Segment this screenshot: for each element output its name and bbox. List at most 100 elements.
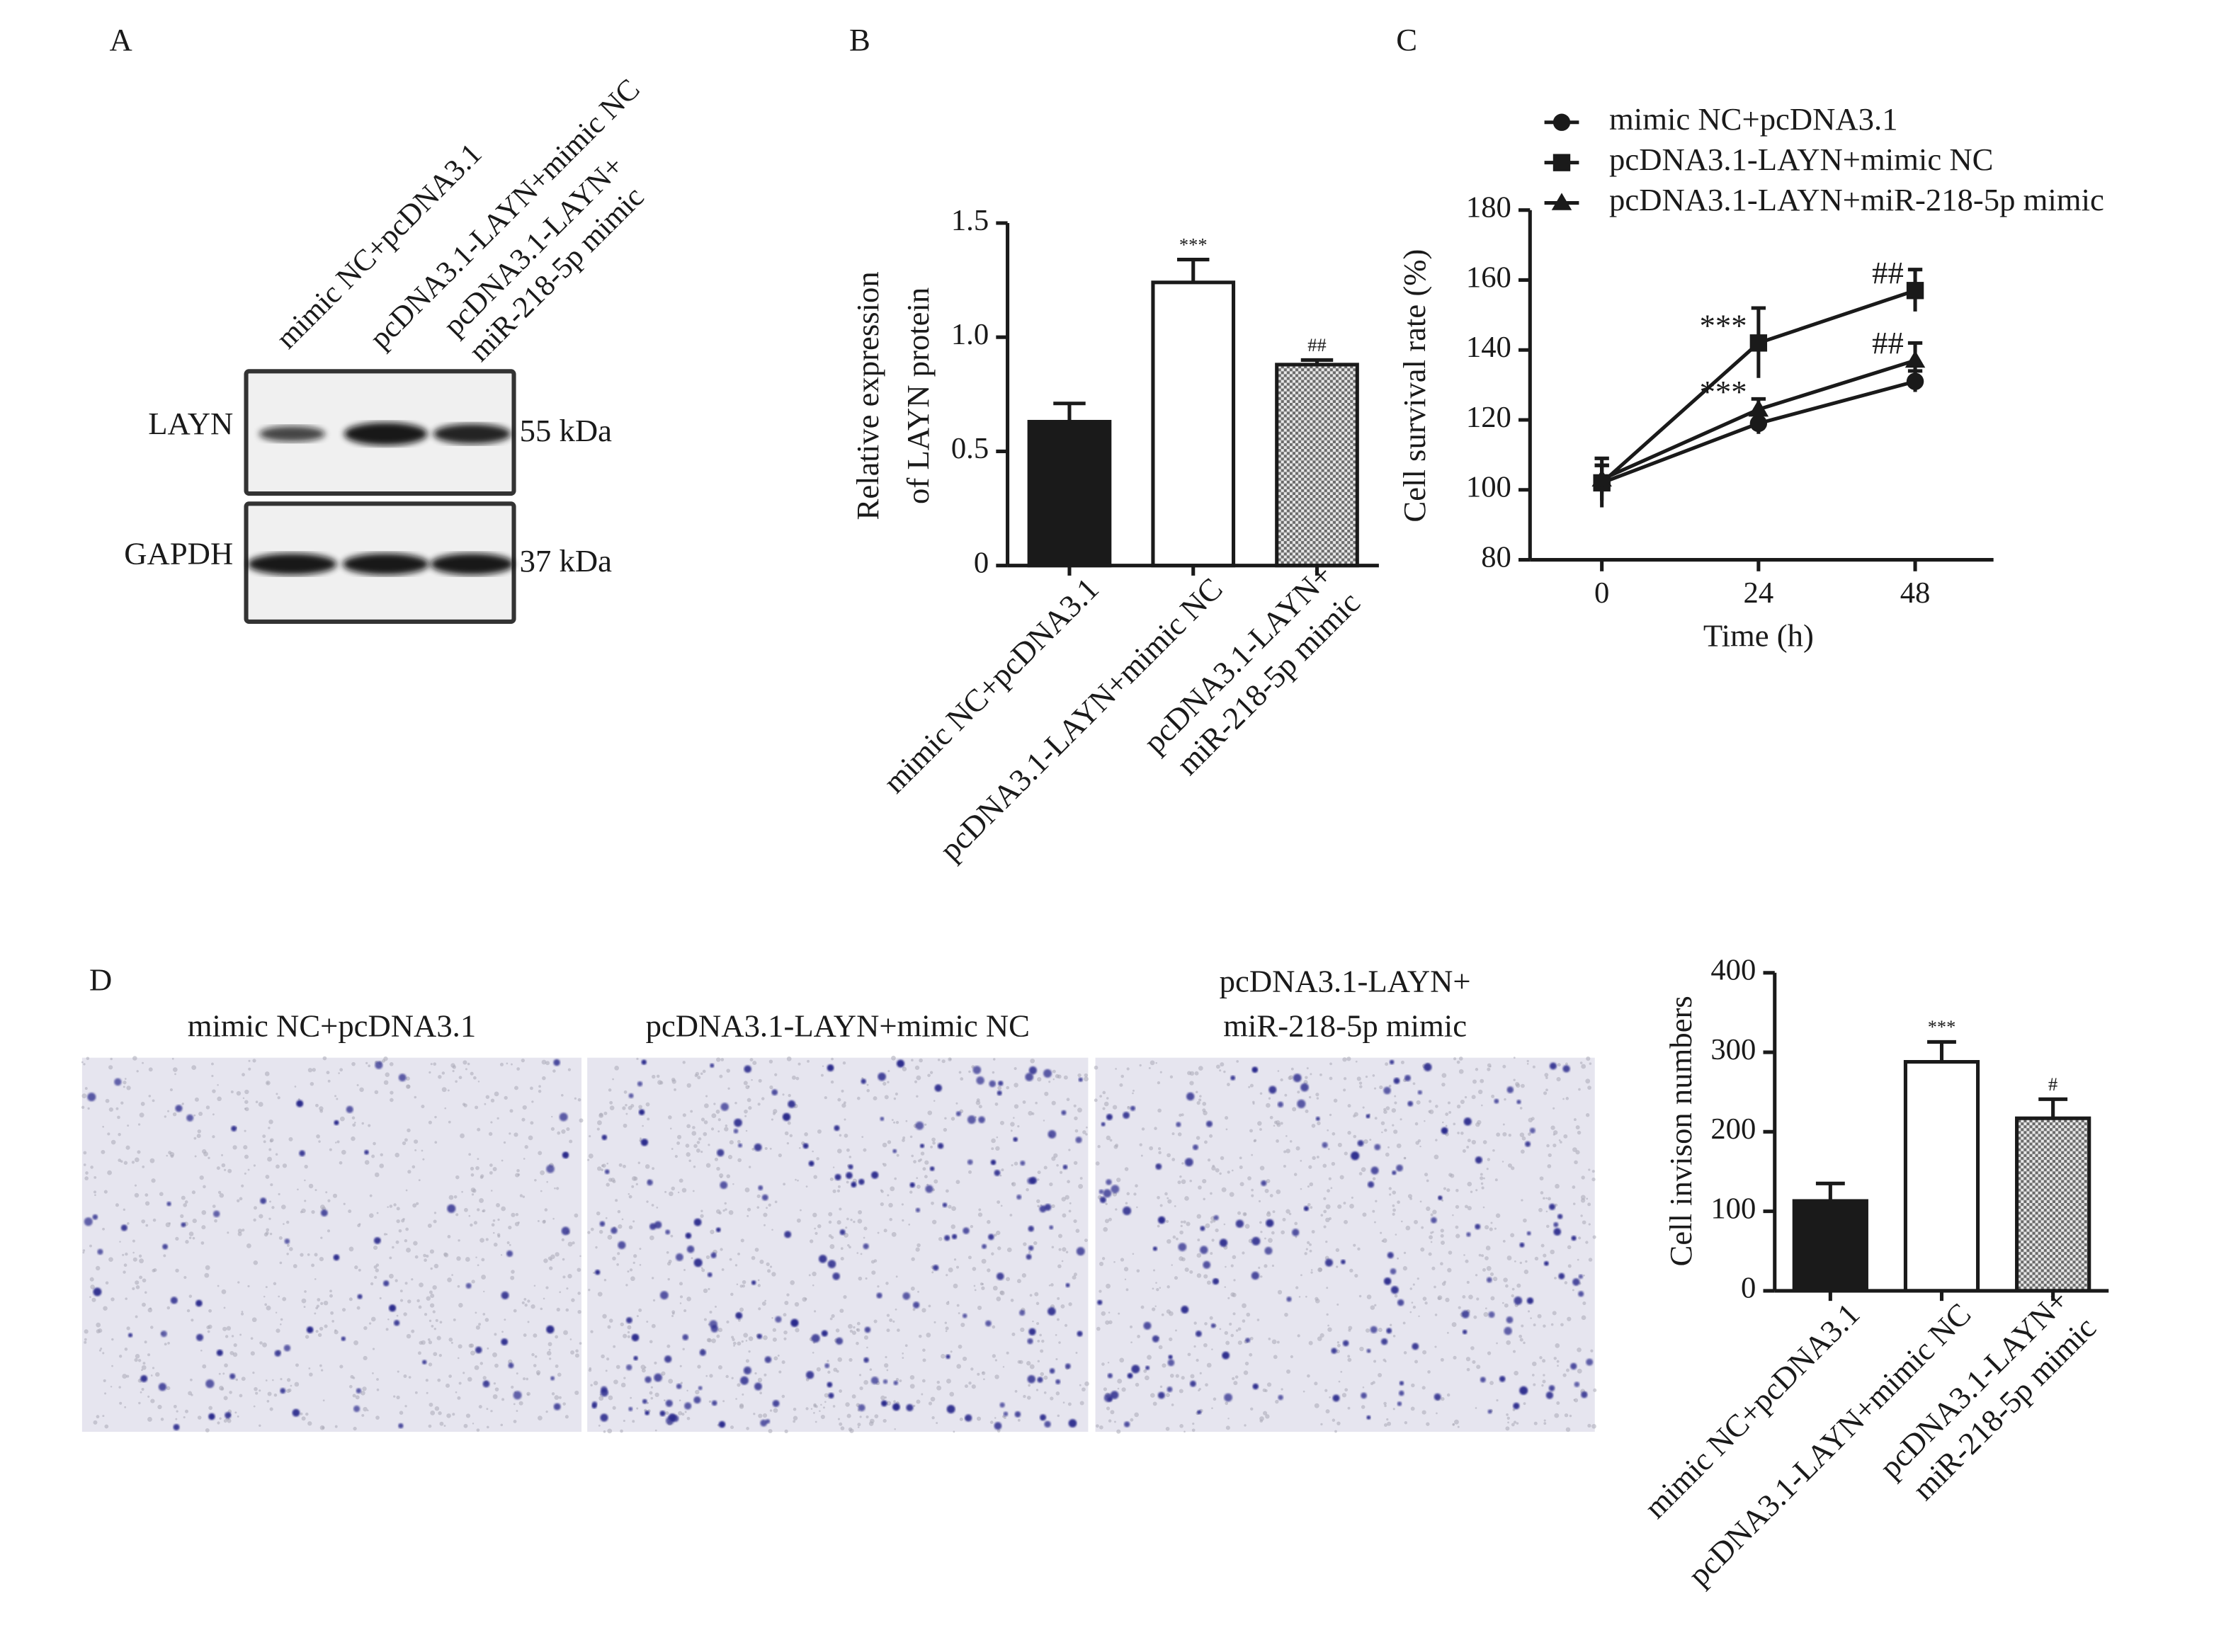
membrane-pore — [1336, 1349, 1340, 1354]
membrane-pore — [647, 1117, 650, 1121]
membrane-pore — [390, 1098, 394, 1103]
membrane-pore — [731, 1377, 734, 1379]
membrane-pore — [1385, 1152, 1390, 1157]
cell-dot — [611, 1227, 618, 1234]
membrane-pore — [1334, 1430, 1337, 1433]
membrane-pore — [1442, 1121, 1444, 1124]
membrane-pore — [1233, 1279, 1236, 1282]
membrane-pore — [267, 1156, 273, 1162]
membrane-pore — [615, 1199, 618, 1202]
membrane-pore — [1569, 1414, 1572, 1418]
membrane-pore — [601, 1354, 605, 1359]
membrane-pore — [262, 1342, 267, 1348]
cell-dot — [848, 1164, 853, 1170]
membrane-pore — [556, 1307, 560, 1312]
membrane-pore — [167, 1110, 170, 1112]
membrane-pore — [399, 1411, 404, 1415]
cell-dot — [1404, 1074, 1411, 1081]
membrane-pore — [623, 1377, 626, 1379]
membrane-pore — [286, 1389, 290, 1394]
cell-dot — [693, 1396, 701, 1404]
cell-dot — [851, 1181, 857, 1187]
cell-dot — [1383, 1277, 1392, 1285]
membrane-pore — [492, 1167, 497, 1171]
membrane-pore — [373, 1265, 377, 1269]
membrane-pore — [457, 1357, 460, 1360]
membrane-pore — [126, 1086, 131, 1090]
membrane-pore — [1033, 1241, 1038, 1246]
membrane-pore — [1280, 1078, 1283, 1082]
membrane-pore — [664, 1190, 667, 1193]
membrane-pore — [1543, 1324, 1546, 1328]
membrane-pore — [1353, 1115, 1356, 1118]
membrane-pore — [1521, 1324, 1524, 1328]
membrane-pore — [1490, 1296, 1495, 1301]
membrane-pore — [1133, 1192, 1137, 1196]
cell-dot — [353, 1405, 361, 1413]
membrane-pore — [1060, 1304, 1065, 1309]
membrane-pore — [863, 1335, 869, 1340]
membrane-pore — [447, 1089, 450, 1092]
membrane-pore — [555, 1335, 559, 1339]
membrane-pore — [739, 1403, 744, 1408]
membrane-pore — [1560, 1323, 1564, 1327]
membrane-pore — [401, 1219, 405, 1223]
membrane-pore — [941, 1354, 946, 1359]
membrane-pore — [856, 1096, 861, 1100]
membrane-pore — [1445, 1297, 1450, 1302]
membrane-pore — [1557, 1365, 1559, 1367]
membrane-pore — [863, 1148, 867, 1152]
membrane-pore — [992, 1071, 995, 1074]
membrane-pore — [999, 1290, 1005, 1296]
membrane-pore — [786, 1142, 790, 1145]
legend-label: mimic NC+pcDNA3.1 — [1609, 101, 1898, 137]
significance-label: ## — [1872, 325, 1904, 360]
membrane-pore — [606, 1162, 609, 1165]
membrane-pore — [1276, 1189, 1281, 1195]
membrane-pore — [710, 1127, 715, 1131]
membrane-pore — [741, 1340, 744, 1343]
membrane-pore — [538, 1151, 543, 1156]
cell-dot — [1184, 1158, 1193, 1167]
membrane-pore — [246, 1243, 251, 1248]
membrane-pore — [457, 1284, 460, 1288]
membrane-pore — [1477, 1089, 1483, 1095]
membrane-pore — [142, 1362, 146, 1365]
membrane-pore — [772, 1328, 777, 1332]
membrane-pore — [1567, 1316, 1572, 1321]
cell-dot — [1297, 1099, 1306, 1108]
membrane-pore — [995, 1146, 1000, 1151]
membrane-pore — [817, 1129, 822, 1134]
membrane-pore — [1373, 1087, 1377, 1090]
membrane-pore — [134, 1184, 137, 1187]
membrane-pore — [462, 1372, 465, 1374]
membrane-pore — [250, 1351, 255, 1356]
membrane-pore — [845, 1226, 848, 1229]
cell-dot — [501, 1338, 509, 1345]
membrane-pore — [323, 1300, 329, 1306]
membrane-pore — [295, 1363, 299, 1367]
membrane-pore — [447, 1277, 452, 1282]
membrane-pore — [239, 1394, 243, 1398]
cell-dot — [595, 1270, 601, 1275]
membrane-pore — [1349, 1204, 1354, 1209]
membrane-pore — [856, 1328, 859, 1331]
membrane-pore — [1026, 1187, 1029, 1192]
membrane-pore — [1462, 1295, 1466, 1299]
membrane-pore — [467, 1062, 470, 1066]
membrane-pore — [447, 1235, 451, 1238]
membrane-pore — [615, 1365, 620, 1369]
membrane-pore — [703, 1132, 708, 1137]
membrane-pore — [134, 1357, 138, 1362]
membrane-pore — [836, 1189, 841, 1192]
membrane-pore — [1384, 1404, 1387, 1408]
cell-dot — [1061, 1110, 1067, 1115]
membrane-pore — [1552, 1130, 1558, 1135]
membrane-pore — [814, 1227, 816, 1230]
membrane-pore — [392, 1246, 394, 1249]
membrane-pore — [1329, 1076, 1333, 1081]
membrane-pore — [232, 1145, 237, 1150]
membrane-pore — [944, 1117, 947, 1120]
membrane-pore — [368, 1064, 371, 1068]
membrane-pore — [438, 1353, 442, 1357]
